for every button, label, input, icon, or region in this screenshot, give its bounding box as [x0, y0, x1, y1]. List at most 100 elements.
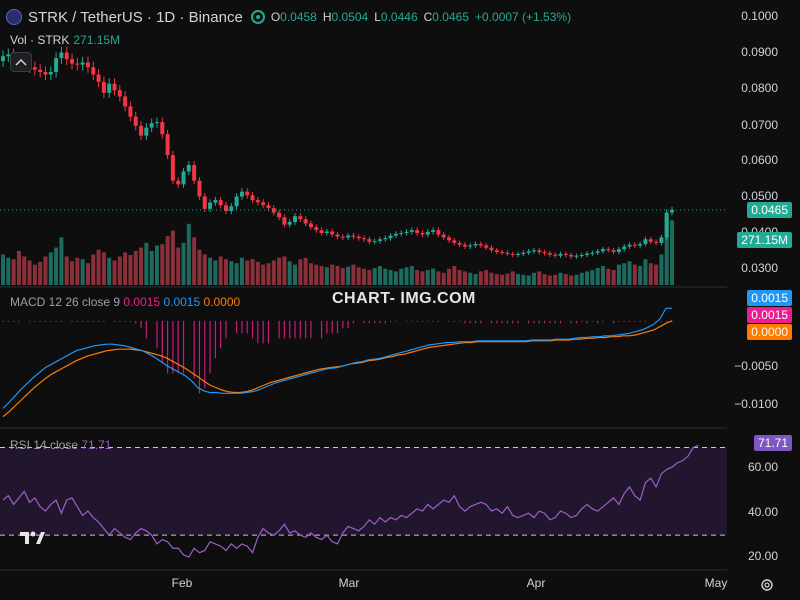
rsi-legend[interactable]: RSI 14 close 71.71 — [10, 438, 111, 452]
candle-body — [484, 245, 489, 248]
candle-body — [632, 244, 637, 246]
volume-bar — [70, 261, 75, 285]
volume-bar — [484, 270, 489, 285]
candle-body — [654, 241, 659, 243]
volume-bar — [563, 274, 568, 285]
volume-bar — [197, 249, 202, 285]
candle-body — [409, 230, 414, 232]
price-tick: 0.0300 — [741, 261, 778, 275]
volume-bar — [181, 242, 186, 285]
volume-bar — [123, 252, 128, 285]
settings-gear-icon[interactable] — [760, 578, 774, 592]
volume-bar — [436, 271, 441, 285]
volume-bar — [574, 274, 579, 285]
volume-bar — [266, 263, 271, 285]
candle-body — [287, 222, 292, 225]
candle-body — [218, 200, 223, 206]
volume-bar — [160, 244, 165, 285]
volume-bar — [351, 264, 356, 285]
candle-body — [537, 250, 542, 253]
volume-bar — [85, 263, 90, 285]
volume-bar — [208, 257, 213, 285]
volume-bar — [22, 256, 27, 285]
volume-bar — [526, 275, 531, 285]
candle-body — [457, 242, 462, 245]
volume-bar — [521, 274, 526, 285]
candle-body — [547, 253, 552, 255]
candle-body — [372, 241, 377, 243]
candle-body — [579, 254, 584, 256]
volume-bar — [149, 251, 154, 285]
candle-body — [176, 180, 181, 185]
candle-body — [277, 212, 282, 218]
price-tick: 0.0800 — [741, 81, 778, 95]
volume-bar — [664, 217, 669, 285]
volume-bar — [473, 274, 478, 285]
volume-bar — [409, 265, 414, 285]
candle-body — [234, 196, 239, 207]
rsi-label: RSI 14 close — [10, 438, 79, 452]
candle-body — [468, 245, 473, 247]
candle-body — [85, 62, 90, 68]
candle-body — [638, 244, 643, 246]
tradingview-logo-icon[interactable] — [18, 528, 46, 548]
volume-bar — [393, 271, 398, 285]
candle-body — [170, 155, 175, 181]
volume-bar — [377, 265, 382, 285]
candle-body — [377, 239, 382, 242]
macd-legend[interactable]: MACD 12 26 close 9 0.0015 0.0015 0.0000 — [10, 295, 240, 309]
watermark: CHART- IMG.COM — [332, 290, 476, 307]
market-status-icon — [250, 10, 265, 24]
candle-body — [441, 234, 446, 238]
volume-legend[interactable]: Vol · STRK 271.15M — [10, 33, 120, 47]
volume-bar — [542, 274, 547, 285]
volume-bar — [600, 265, 605, 285]
volume-bar — [239, 257, 244, 285]
candle-body — [293, 216, 298, 223]
rsi-badge: 71.71 — [753, 435, 792, 451]
volume-bar — [91, 254, 96, 285]
candle-body — [303, 219, 308, 224]
candle-body — [308, 223, 313, 228]
ohlc-legend: O0.0458 H0.0504 L0.0446 C0.0465 +0.0007 … — [271, 10, 571, 24]
volume-bar — [372, 268, 377, 285]
macd-tick: −0.0100 — [734, 397, 778, 411]
candle-body — [659, 237, 664, 243]
volume-bar — [516, 274, 521, 285]
rsi-tick: 60.00 — [747, 460, 778, 474]
candle-body — [202, 196, 207, 209]
volume-bar — [11, 259, 16, 285]
volume-bar — [367, 270, 372, 285]
collapse-legend-button[interactable] — [10, 52, 32, 72]
macd-signal-line — [2, 320, 673, 418]
volume-bar — [229, 261, 234, 285]
price-tick: 0.0700 — [741, 118, 778, 132]
volume-bar — [287, 261, 292, 285]
volume-bar — [452, 265, 457, 285]
volume-bar — [558, 272, 563, 285]
candle-body — [627, 244, 632, 247]
candle-body — [595, 251, 600, 253]
candle-body — [64, 52, 69, 60]
volume-bar — [282, 256, 287, 285]
rsi-band — [0, 447, 727, 536]
volume-bar — [404, 267, 409, 285]
candle-body — [611, 250, 616, 253]
candle-body — [208, 202, 213, 209]
volume-bar — [462, 271, 467, 285]
high-value: 0.0504 — [331, 10, 369, 24]
volume-bar — [346, 266, 351, 285]
volume-label: Vol · STRK — [10, 33, 70, 47]
candle-body — [1, 56, 5, 62]
volume-bar — [383, 268, 388, 285]
candle-body — [500, 252, 505, 254]
volume-bar — [128, 255, 133, 285]
volume-bar — [133, 251, 138, 285]
close-value: 0.0465 — [432, 10, 469, 24]
volume-bar — [500, 274, 505, 285]
symbol-title[interactable]: STRK / TetherUS · 1D · Binance — [28, 8, 243, 26]
volume-bar — [590, 270, 595, 285]
candle-body — [393, 233, 398, 236]
volume-bar — [468, 272, 473, 285]
